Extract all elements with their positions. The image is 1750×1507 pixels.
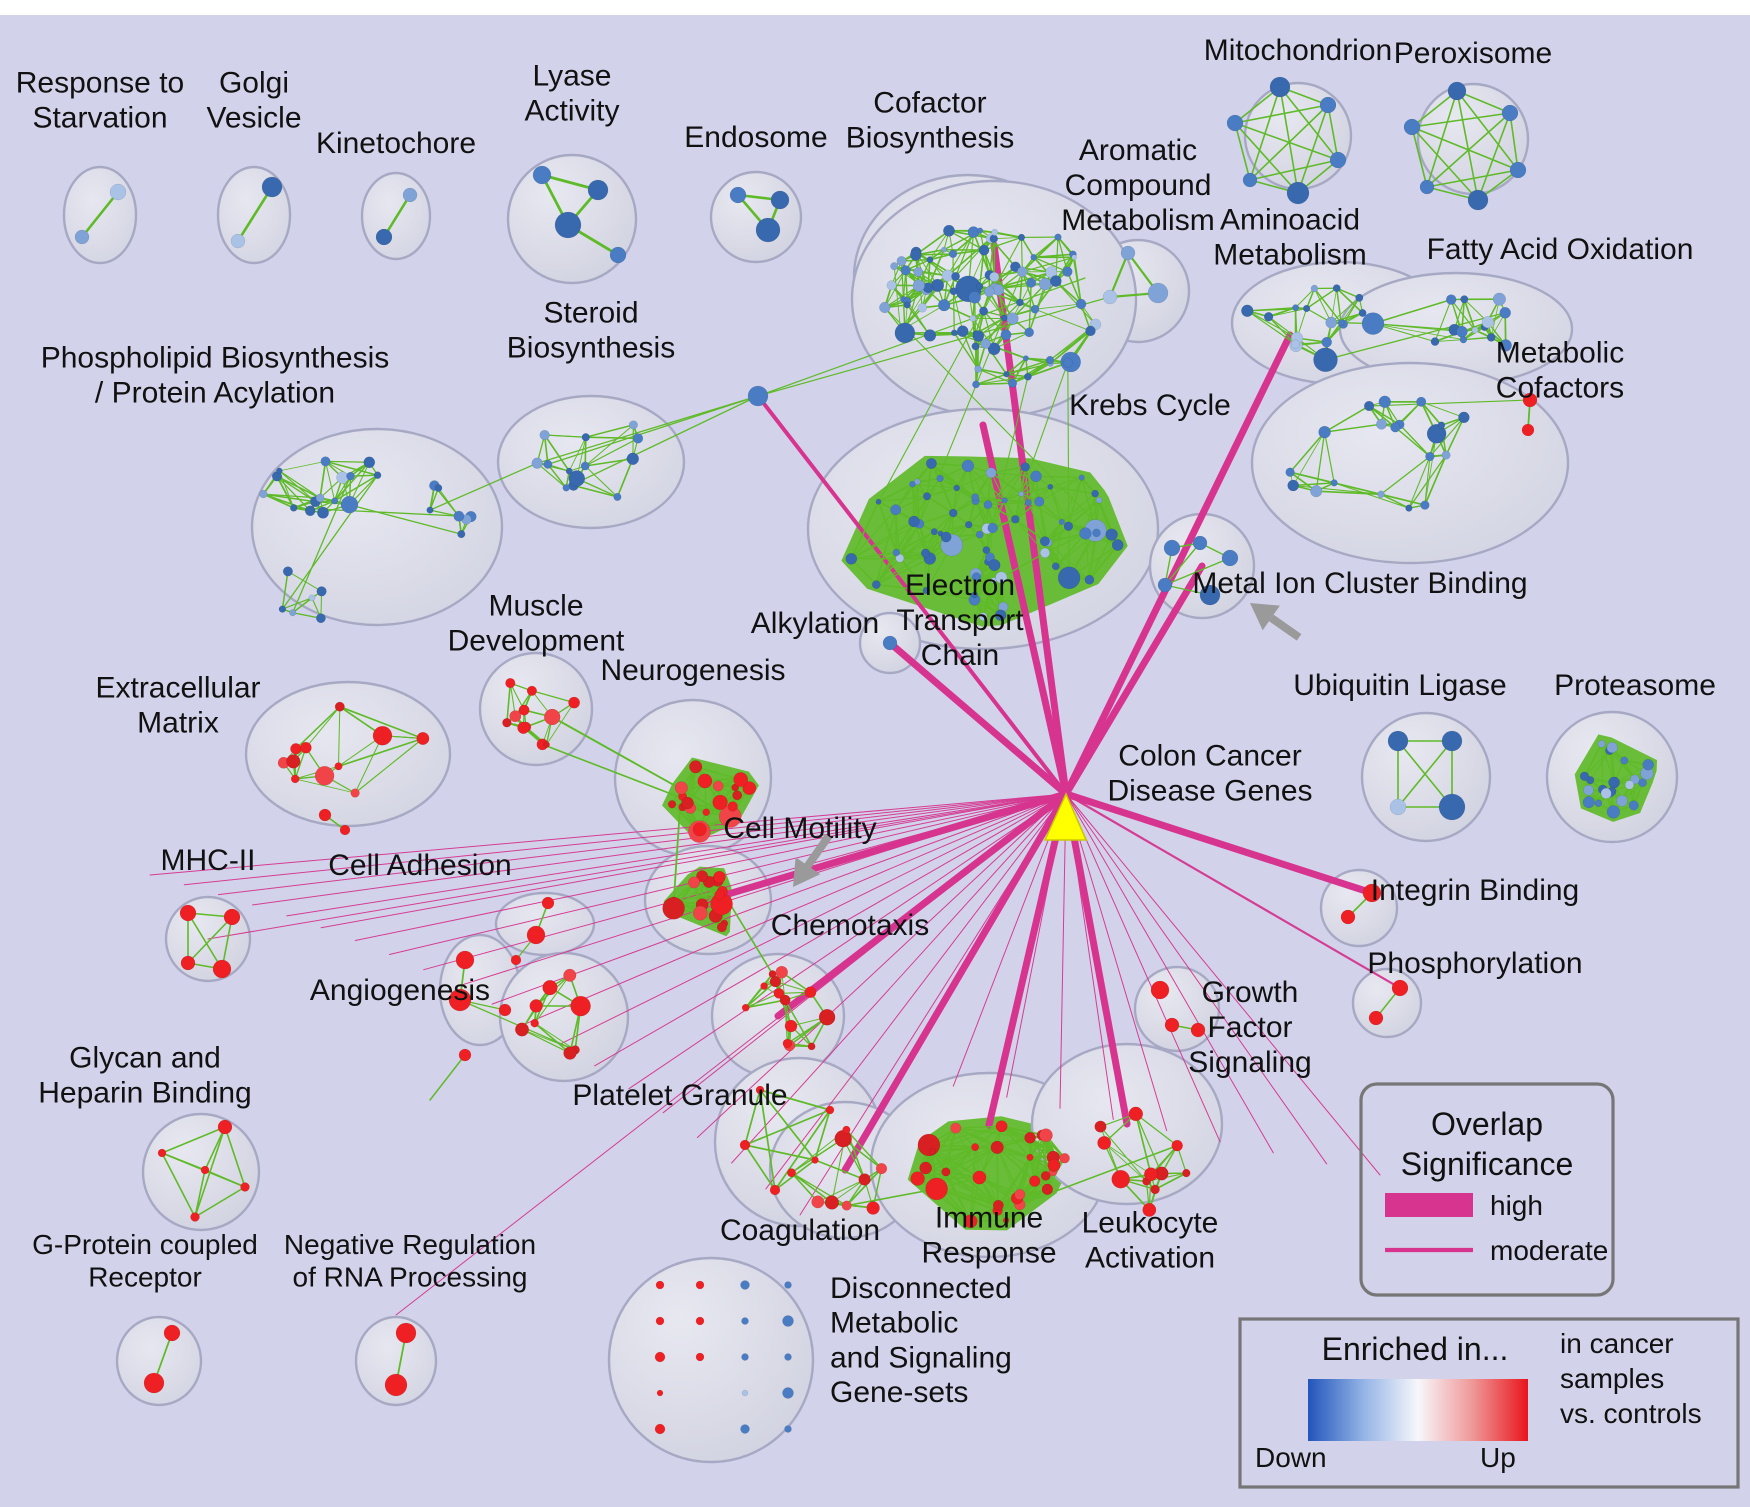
svg-text:Overlap: Overlap — [1431, 1106, 1543, 1142]
svg-text:Endosome: Endosome — [684, 121, 827, 154]
svg-text:samples: samples — [1560, 1363, 1664, 1394]
svg-text:high: high — [1490, 1190, 1543, 1221]
svg-text:Cell Motility: Cell Motility — [723, 812, 876, 845]
svg-text:Kinetochore: Kinetochore — [316, 127, 476, 160]
svg-text:Peroxisome: Peroxisome — [1394, 37, 1552, 70]
svg-text:Platelet Granule: Platelet Granule — [572, 1079, 787, 1112]
svg-text:Krebs Cycle: Krebs Cycle — [1069, 389, 1231, 422]
svg-text:Cell Adhesion: Cell Adhesion — [328, 849, 511, 882]
svg-text:Integrin Binding: Integrin Binding — [1371, 874, 1579, 907]
svg-text:Ubiquitin Ligase: Ubiquitin Ligase — [1293, 669, 1506, 702]
svg-text:Phospholipid Biosynthesis/ Pro: Phospholipid Biosynthesis / Protein Acyla… — [41, 342, 390, 410]
svg-text:Metal Ion Cluster Binding: Metal Ion Cluster Binding — [1192, 567, 1527, 600]
svg-text:in cancer: in cancer — [1560, 1328, 1674, 1359]
svg-text:Significance: Significance — [1401, 1146, 1574, 1182]
svg-text:moderate: moderate — [1490, 1235, 1608, 1266]
svg-text:vs. controls: vs. controls — [1560, 1398, 1702, 1429]
svg-text:Mitochondrion: Mitochondrion — [1204, 34, 1392, 67]
svg-text:Angiogenesis: Angiogenesis — [310, 974, 490, 1007]
svg-text:Down: Down — [1255, 1442, 1327, 1473]
svg-text:Proteasome: Proteasome — [1554, 669, 1716, 702]
svg-text:MHC-II: MHC-II — [161, 844, 256, 877]
svg-text:Up: Up — [1480, 1442, 1516, 1473]
svg-text:Neurogenesis: Neurogenesis — [600, 654, 785, 687]
svg-text:Phosphorylation: Phosphorylation — [1367, 947, 1582, 980]
svg-text:Fatty Acid Oxidation: Fatty Acid Oxidation — [1427, 233, 1694, 266]
svg-text:Coagulation: Coagulation — [720, 1214, 880, 1247]
svg-text:Alkylation: Alkylation — [751, 607, 879, 640]
svg-text:Enriched in...: Enriched in... — [1322, 1331, 1509, 1367]
svg-text:Chemotaxis: Chemotaxis — [771, 909, 929, 942]
